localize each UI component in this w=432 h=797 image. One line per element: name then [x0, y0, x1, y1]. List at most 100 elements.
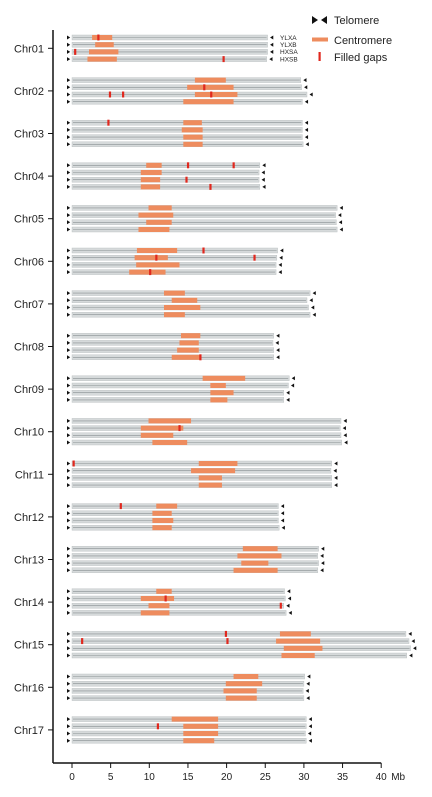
- telomere-left-marker: [67, 688, 71, 693]
- filled-gap-mark: [202, 247, 205, 254]
- haplotype-track: [67, 91, 313, 98]
- telomere-right-marker: [290, 383, 295, 388]
- x-tick-label: 35: [337, 772, 349, 783]
- telomere-right-marker: [304, 99, 309, 104]
- centromere-bar: [136, 248, 178, 253]
- telomere-right-marker: [311, 305, 315, 310]
- haplotype-track: [67, 673, 311, 680]
- telomere-right-marker: [338, 220, 343, 225]
- centromere-bar: [152, 440, 188, 445]
- telomere-right-marker: [270, 42, 274, 47]
- centromere-bar: [183, 731, 219, 736]
- telomere-right-marker: [291, 376, 295, 381]
- filled-gap-mark: [203, 84, 206, 91]
- filled-gap-mark: [209, 183, 212, 190]
- filled-gap-mark: [119, 503, 122, 510]
- haplotype-track: [67, 183, 266, 190]
- centromere-bar: [179, 340, 199, 346]
- legend: Telomere Centromere Filled gaps: [312, 15, 392, 64]
- centromere-bar: [181, 127, 203, 133]
- telomere-right-marker: [287, 596, 292, 601]
- telomere-right-marker: [304, 120, 309, 125]
- centromere-bar: [146, 162, 162, 168]
- filled-gap-mark: [97, 34, 100, 41]
- telomere-right-marker: [344, 440, 348, 445]
- telomere-right-marker: [261, 170, 265, 175]
- centromere-bar: [177, 347, 199, 353]
- centromere-bar: [92, 35, 113, 40]
- telomere-left-marker: [67, 383, 71, 388]
- telomere-right-marker: [334, 461, 338, 466]
- telomere-left-marker: [67, 333, 71, 338]
- x-tick-label: 30: [298, 772, 310, 783]
- haplotype-label: YLXA: [280, 35, 297, 42]
- haplotype-track: [67, 226, 343, 233]
- haplotype-track: [67, 354, 280, 361]
- filled-gap-mark: [222, 56, 225, 63]
- telomere-left-marker: [67, 525, 71, 530]
- telomere-right-marker: [278, 262, 282, 267]
- telomere-right-marker: [308, 738, 312, 743]
- centromere-bar: [225, 681, 263, 687]
- centromere-bar: [183, 141, 203, 147]
- x-axis: 0 5 10 15 20 25 30 35 40 Mb: [53, 762, 406, 783]
- haplotype-track: [67, 290, 316, 296]
- haplotype-track: [67, 517, 285, 524]
- centromere-bar: [183, 120, 202, 126]
- haplotype-track: [67, 269, 282, 276]
- haplotype-track: HXSA: [67, 48, 298, 56]
- telomere-left-marker: [67, 674, 71, 679]
- filled-gap-mark: [226, 638, 229, 645]
- telomere-left-marker: [67, 205, 71, 210]
- centromere-bar: [183, 738, 215, 744]
- telomere-left-marker: [67, 696, 71, 701]
- centromere-bar: [152, 525, 172, 531]
- centromere-bar: [140, 184, 161, 190]
- legend-item-filled-gaps: Filled gaps: [318, 52, 388, 64]
- telomere-right-marker: [307, 731, 312, 736]
- telomere-left-marker: [67, 340, 71, 345]
- centromere-bar: [183, 134, 203, 140]
- filled-gap-mark: [108, 91, 112, 98]
- telomere-left-marker: [67, 568, 71, 573]
- haplotype-track: [67, 262, 282, 268]
- centromere-bar: [95, 42, 114, 48]
- chromosome-group-chr03: Chr03: [14, 119, 309, 148]
- haplotype-track: [67, 439, 348, 446]
- haplotype-track: [67, 482, 338, 488]
- haplotype-track: [67, 119, 309, 126]
- centromere-bar: [281, 653, 315, 658]
- telomere-left-marker: [67, 717, 71, 722]
- chromosome-label: Chr06: [14, 256, 44, 268]
- centromere-bar: [148, 418, 192, 424]
- telomere-right-marker: [275, 340, 279, 345]
- centromere-bar: [276, 638, 321, 644]
- telomere-right-marker: [408, 631, 412, 636]
- telomere-left-marker: [67, 49, 71, 54]
- haplotype-track: [67, 630, 412, 637]
- telomere-left-marker: [67, 163, 71, 168]
- chromosome-group-chr11: Chr11: [15, 460, 338, 488]
- filled-gap-mark: [279, 602, 282, 609]
- haplotype-track: [67, 638, 415, 645]
- telomere-left-marker: [67, 127, 71, 132]
- haplotype-track: [67, 525, 285, 531]
- haplotype-track: [67, 602, 290, 609]
- telomere-left-marker: [67, 355, 71, 360]
- telomere-left-marker: [67, 610, 71, 615]
- telomere-left-marker: [67, 120, 71, 125]
- haplotype-track: [67, 567, 324, 573]
- centromere-bar: [140, 432, 174, 438]
- chromosome-group-chr05: Chr05: [14, 205, 343, 233]
- telomere-left-marker: [67, 646, 71, 651]
- telomere-left-marker: [67, 227, 71, 232]
- centromere-bar: [140, 425, 184, 431]
- haplotype-track: [67, 205, 343, 211]
- telomere-left-marker: [67, 546, 71, 551]
- haplotype-track: [67, 468, 337, 474]
- telomere-left-marker: [67, 433, 71, 438]
- centromere-bar: [148, 205, 172, 211]
- telomere-left-marker: [67, 603, 71, 608]
